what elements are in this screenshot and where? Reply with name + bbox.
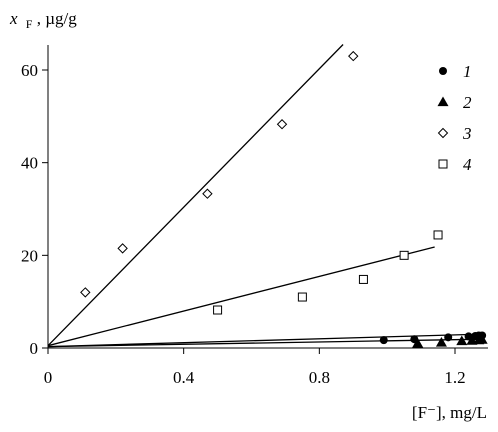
legend-marker-series-1	[439, 67, 447, 75]
legend-marker-series-4	[438, 159, 448, 169]
legend-label-series-1: 1	[463, 62, 472, 81]
data-point-series-4-2	[297, 292, 307, 302]
data-point-series-4-1	[213, 305, 223, 315]
data-point-series-2-3	[456, 335, 468, 346]
legend-marker-series-2	[437, 96, 449, 107]
data-point-series-4-4	[399, 250, 409, 260]
x-tick-label-1: 0	[44, 368, 53, 387]
data-point-series-4-5	[433, 230, 443, 240]
x-tick-label-4: 1.2	[444, 368, 465, 387]
data-point-series-3-3	[202, 188, 213, 199]
data-point-series-3-5	[348, 50, 359, 62]
y-tick-label-2: 20	[21, 246, 38, 265]
data-point-series-3-4	[276, 119, 288, 130]
data-point-series-2-2	[435, 336, 447, 347]
legend: 1 2 3 4	[437, 62, 472, 174]
y-tick-label-1: 0	[30, 339, 39, 358]
fit-line-series-2	[47, 338, 483, 348]
y-axis-label: x F , µg/g	[9, 9, 77, 32]
y-tick-label-3: 40	[21, 154, 38, 173]
legend-label-series-2: 2	[463, 93, 472, 112]
legend-marker-series-3	[437, 127, 449, 139]
legend-label-series-3: 3	[462, 124, 472, 143]
fit-line-series-3	[47, 44, 344, 347]
data-point-series-1-3	[444, 333, 453, 342]
y-tick-label-4: 60	[21, 61, 38, 80]
y-axis-unit: , µg/g	[37, 9, 78, 28]
data-point-series-3-2	[117, 243, 128, 254]
x-tick-label-2: 0.4	[173, 368, 195, 387]
fit-line-series-4	[47, 246, 435, 347]
data-point-series-2-1	[412, 337, 424, 348]
x-tick-label-3: 0.8	[309, 368, 330, 387]
fit-line-series-1	[47, 333, 483, 348]
y-axis-subscript: F	[26, 17, 33, 31]
data-point-series-2-6	[476, 334, 488, 344]
data-point-series-3-1	[80, 287, 91, 298]
y-axis-variable: x	[9, 9, 18, 28]
plot-marks	[47, 44, 488, 348]
legend-label-series-4: 4	[463, 155, 472, 174]
axes: 0 0.4 0.8 1.2 0 20 40 60	[21, 45, 488, 387]
data-point-series-4-3	[358, 274, 368, 284]
data-point-series-1-1	[379, 336, 388, 345]
x-axis-label: [F⁻], mg/L	[412, 403, 487, 422]
